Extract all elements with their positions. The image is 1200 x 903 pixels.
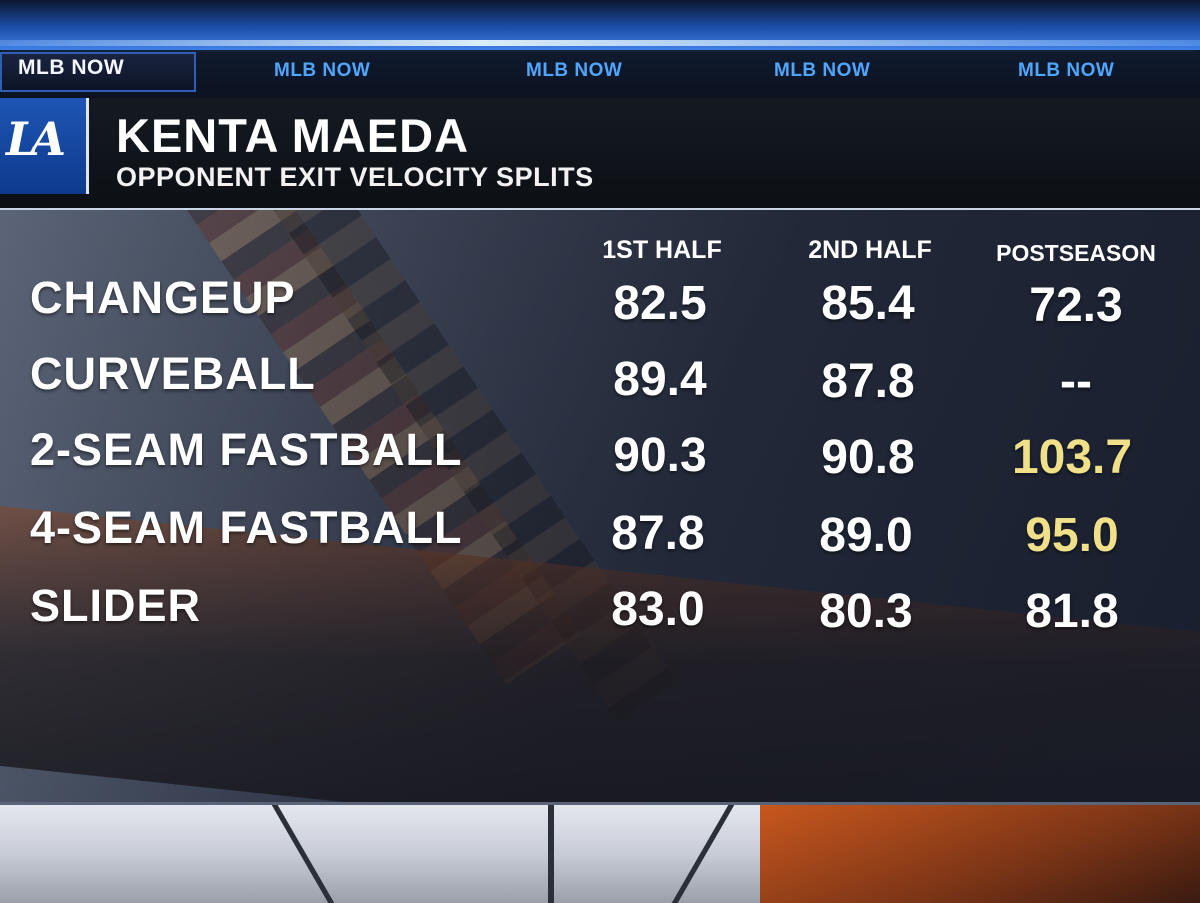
- dodgers-la-logo-icon: LA: [0, 98, 89, 194]
- cell-curveball-1st-half: 89.4: [613, 353, 707, 406]
- cell-2-seam-fastball-1st-half: 90.3: [613, 429, 707, 482]
- cell-slider-1st-half: 83.0: [611, 583, 705, 636]
- cell-slider-postseason: 81.8: [1025, 585, 1119, 638]
- studio-floor-line: [548, 805, 554, 903]
- column-header-postseason: POSTSEASON: [996, 240, 1156, 266]
- graphic-subtitle: OPPONENT EXIT VELOCITY SPLITS: [116, 162, 594, 192]
- stats-panel-background: [0, 210, 1200, 802]
- ticker-item: MLB NOW: [274, 60, 371, 81]
- cell-changeup-2nd-half: 85.4: [821, 277, 915, 330]
- column-header-1st-half: 1ST HALF: [602, 236, 722, 264]
- studio-floor-line: [271, 805, 335, 903]
- cell-changeup-postseason: 72.3: [1029, 279, 1123, 332]
- cell-4-seam-fastball-postseason: 95.0: [1025, 509, 1119, 562]
- ticker-item: MLB NOW: [1018, 60, 1115, 81]
- cell-2-seam-fastball-2nd-half: 90.8: [821, 431, 915, 484]
- studio-floor-orange: [760, 805, 1200, 903]
- row-label-2-seam-fastball: 2-SEAM FASTBALL: [30, 424, 463, 475]
- cell-curveball-2nd-half: 87.8: [821, 355, 915, 408]
- row-label-curveball: CURVEBALL: [30, 348, 316, 399]
- player-name: KENTA MAEDA: [116, 109, 470, 162]
- cell-4-seam-fastball-2nd-half: 89.0: [819, 509, 913, 562]
- ticker-active-tab: [0, 52, 196, 92]
- team-logo-text: LA: [6, 112, 66, 166]
- ticker-item: MLB NOW: [526, 60, 623, 81]
- graphic-header: LA KENTA MAEDA OPPONENT EXIT VELOCITY SP…: [0, 98, 1200, 210]
- studio-floor: [0, 802, 1200, 903]
- panel-overlay: [0, 210, 1200, 802]
- ticker-item: MLB NOW: [18, 56, 125, 79]
- cell-slider-2nd-half: 80.3: [819, 585, 913, 638]
- row-label-4-seam-fastball: 4-SEAM FASTBALL: [30, 502, 463, 553]
- cell-2-seam-fastball-postseason: 103.7: [1011, 431, 1133, 484]
- column-header-2nd-half: 2ND HALF: [808, 236, 932, 264]
- cell-4-seam-fastball-1st-half: 87.8: [611, 507, 705, 560]
- cell-changeup-1st-half: 82.5: [613, 277, 707, 330]
- row-label-changeup: CHANGEUP: [30, 272, 296, 323]
- studio-floor-line: [671, 805, 735, 903]
- ticker-item: MLB NOW: [774, 60, 871, 81]
- row-label-slider: SLIDER: [30, 580, 202, 631]
- ticker-bar: MLB NOW MLB NOW MLB NOW MLB NOW MLB NOW: [0, 52, 1200, 101]
- cell-curveball-postseason: --: [1060, 355, 1092, 408]
- screen-top-glare: [0, 0, 1200, 50]
